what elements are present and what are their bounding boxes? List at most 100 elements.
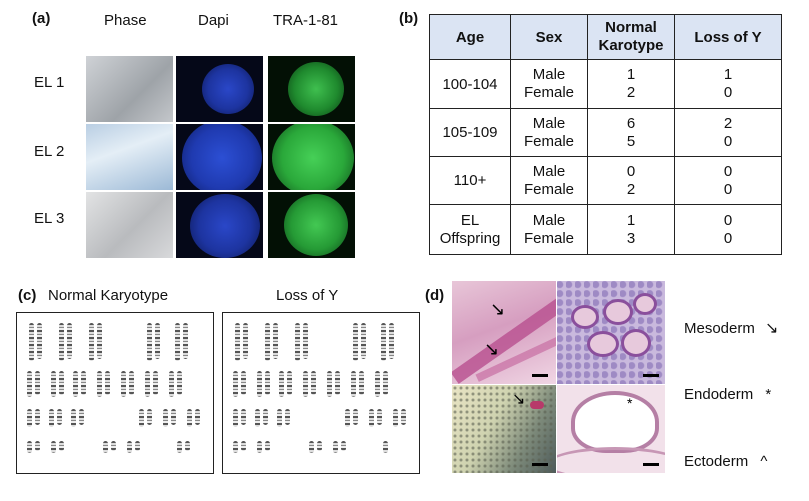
sex-cell: Female [523, 84, 575, 101]
chromosome [263, 409, 268, 425]
sex-cell: Male [532, 162, 566, 180]
header-age: Age [429, 14, 511, 60]
chromosome [317, 441, 322, 451]
chromosome [359, 371, 364, 395]
chromosome [35, 409, 40, 425]
chromosome [147, 409, 152, 425]
chromosome [59, 323, 64, 361]
chromosome [155, 323, 160, 359]
sex-cell: Male [532, 211, 566, 229]
chromosome [353, 409, 358, 425]
loss-cell: 1 [723, 66, 733, 83]
age-cell: 100-104 [429, 59, 511, 109]
chromosome [71, 409, 76, 427]
header-loss-of-y: Loss of Y [674, 14, 782, 60]
chromosome [233, 441, 238, 453]
row-label-el1: EL 1 [34, 74, 65, 91]
age-cell: EL Offspring [429, 204, 511, 255]
histology-endoderm-glands [557, 281, 665, 384]
chromosome [57, 409, 62, 425]
caret-symbol: ^ [760, 453, 768, 470]
row-label-el3: EL 3 [34, 210, 65, 227]
chromosome [89, 323, 94, 361]
chromosome [153, 371, 158, 395]
karyotype-loss-title: Loss of Y [276, 287, 339, 304]
chromosome [381, 323, 386, 361]
sex-cell: Female [523, 132, 575, 150]
chromosome [351, 371, 356, 397]
normal-cell: 1 [626, 211, 636, 229]
chromosome [105, 371, 110, 395]
chromosome [29, 323, 34, 361]
legend-ectoderm: Ectoderm ^ [684, 453, 768, 470]
normal-cell: 0 [626, 162, 636, 180]
chromosome [177, 371, 182, 395]
chromosome [233, 409, 238, 427]
chromosome [361, 323, 366, 359]
chromosome [49, 409, 54, 427]
chromosome [175, 323, 180, 361]
chromosome [277, 409, 282, 427]
chromosome [79, 409, 84, 425]
sex-cell: Female [523, 180, 575, 198]
panel-d-label: (d) [425, 287, 445, 304]
chromosome [383, 441, 388, 453]
chromosome [233, 371, 238, 397]
chromosome [279, 371, 284, 397]
chromosome [97, 323, 102, 359]
header-normal-karotype: Normal Karotype [587, 14, 675, 60]
dapi-image-el2 [176, 124, 263, 190]
tra-image-el2 [268, 124, 355, 190]
loss-cell: 0 [723, 84, 733, 101]
chromosome [235, 323, 240, 361]
tra-image-el3 [268, 192, 355, 258]
chromosome [163, 409, 168, 427]
histology-endoderm-lumen: * [557, 385, 665, 473]
phase-image-el3 [86, 192, 173, 258]
chromosome [27, 371, 32, 397]
arrow-marker-icon: ↘ [490, 299, 506, 319]
karyotype-table: Age Sex Normal Karotype Loss of Y 100-10… [429, 14, 782, 255]
phase-image-el2 [86, 124, 173, 190]
chromosome [285, 409, 290, 425]
scale-bar [643, 463, 659, 466]
chromosome [377, 409, 382, 425]
chromosome [103, 441, 108, 453]
normal-cell: 6 [626, 114, 636, 132]
panel-b-label: (b) [399, 10, 419, 27]
chromosome [51, 441, 56, 453]
chromosome [169, 371, 174, 397]
header-sex: Sex [510, 14, 588, 60]
chromosome [73, 371, 78, 397]
chromosome [147, 323, 152, 361]
chromosome [335, 371, 340, 395]
chromosome [243, 323, 248, 359]
arrow-marker-icon: ↘ [484, 339, 500, 359]
chromosome [127, 441, 132, 453]
panel-c-label: (c) [18, 287, 37, 304]
normal-cell: 1 [626, 66, 636, 83]
arrow-marker-icon: ↘ [512, 391, 526, 408]
chromosome [311, 371, 316, 395]
chromosome [327, 371, 332, 397]
row-label-el2: EL 2 [34, 143, 65, 160]
chromosome [265, 323, 270, 361]
chromosome [241, 441, 246, 451]
chromosome [295, 323, 300, 361]
chromosome [97, 371, 102, 397]
scale-bar [643, 374, 659, 377]
chromosome [111, 441, 116, 451]
histology-ectoderm-pigment: ↘ [452, 385, 556, 473]
chromosome [255, 409, 260, 427]
chromosome [27, 409, 32, 427]
chromosome [353, 323, 358, 361]
chromosome [273, 323, 278, 359]
column-header-tra: TRA-1-81 [273, 12, 339, 29]
chromosome [37, 323, 42, 359]
chromosome [187, 409, 192, 427]
scale-bar [532, 374, 548, 377]
loss-cell: 2 [723, 114, 733, 132]
chromosome [401, 409, 406, 425]
legend-endoderm: Endoderm * [684, 386, 772, 403]
